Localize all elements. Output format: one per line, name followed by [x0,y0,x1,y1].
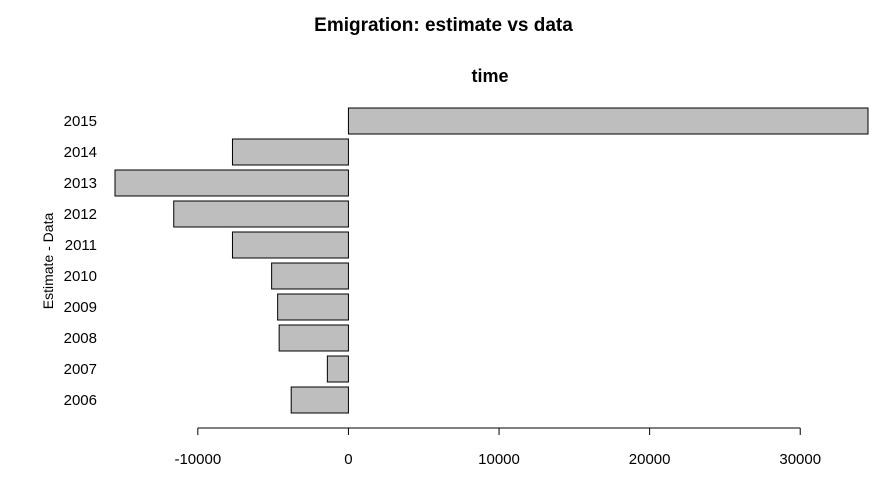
bar-2014 [231,138,349,166]
bar-2010 [271,262,349,290]
x-tick-label: 20000 [629,451,671,468]
bar-2015 [347,107,869,135]
category-label-2012: 2012 [64,206,97,223]
bar-2006 [290,386,349,414]
category-label-2013: 2013 [64,175,97,192]
bar-2011 [231,231,349,259]
category-label-2014: 2014 [64,144,97,161]
bar-2013 [114,169,349,197]
category-labels: 2006 2007 2008 2009 2010 2011 2012 2013 2014 2015 [64,113,97,409]
category-label-2011: 2011 [65,237,97,254]
x-tick-label: 30000 [779,451,821,468]
y-axis-label: Estimate - Data [40,213,56,310]
category-label-2006: 2006 [64,392,97,409]
category-label-2007: 2007 [64,361,97,378]
bar-2008 [278,324,349,352]
bars-group [114,107,869,414]
bar-2007 [326,355,349,383]
category-label-2009: 2009 [64,299,97,316]
category-label-2010: 2010 [64,268,97,285]
x-tick-label: -10000 [174,451,221,468]
category-label-2015: 2015 [64,113,97,130]
bar-2009 [277,293,349,321]
x-axis: -10000 0 10000 20000 30000 [174,427,821,468]
x-tick-label: 10000 [478,451,520,468]
chart-subtitle: time [471,66,509,86]
category-label-2008: 2008 [64,330,97,347]
bar-2012 [173,200,349,228]
x-tick-label: 0 [344,451,352,468]
chart-title: Emigration: estimate vs data [314,15,573,36]
